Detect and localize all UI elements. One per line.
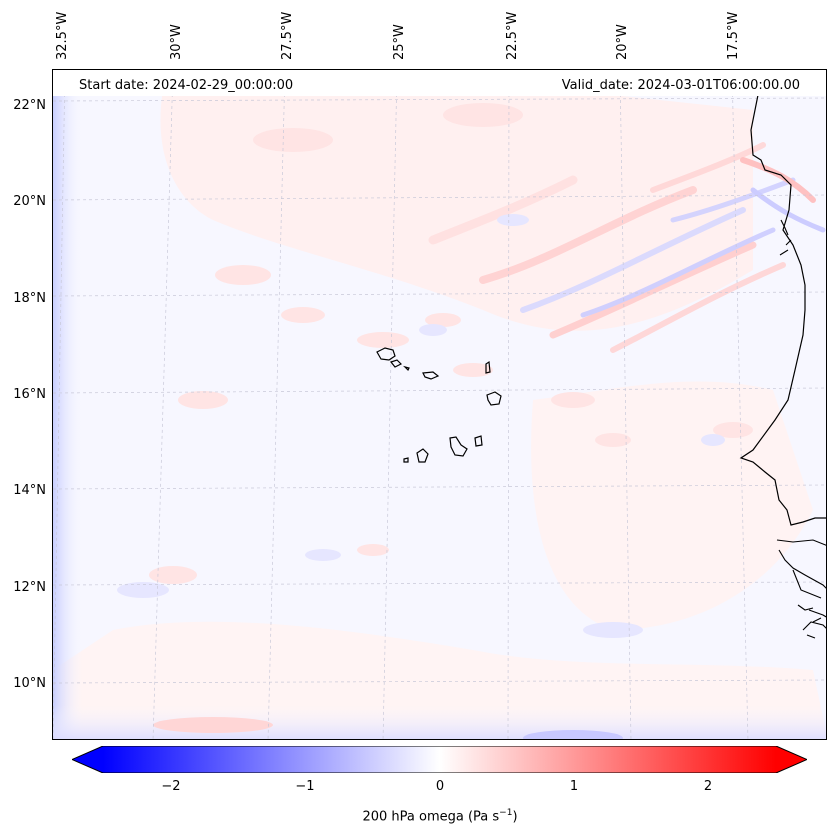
colorbar-label-text: 200 hPa omega (Pa s	[362, 809, 500, 825]
colorbar-label-close: )	[512, 809, 518, 825]
lon-label-22-5w: 22.5°W	[505, 11, 520, 60]
lat-label-12n: 12°N	[13, 580, 46, 595]
colorbar-tick-minus2: −2	[161, 779, 181, 794]
guinea-bissau-coast	[802, 617, 826, 639]
bottom-negative-patch	[523, 730, 623, 739]
cape-verde-islands	[376, 347, 502, 463]
start-date-text: Start date: 2024-02-29_00:00:00	[79, 78, 294, 93]
mauritania-inlets	[779, 219, 792, 256]
lat-label-22n: 22°N	[13, 98, 46, 113]
bottom-positive-patch	[153, 717, 273, 733]
lon-label-25w: 25°W	[392, 24, 407, 60]
colorbar-right-extension	[776, 746, 807, 773]
colorbar-label: 200 hPa omega (Pa s−1)	[362, 808, 517, 824]
negative-blobs	[117, 214, 725, 638]
lon-label-32-5w: 32.5°W	[55, 11, 70, 60]
wave-streaks	[428, 142, 826, 353]
graticule	[53, 70, 826, 739]
lat-label-18n: 18°N	[13, 291, 46, 306]
colorbar-label-exponent: −1	[499, 808, 513, 818]
omega-field-map	[53, 70, 826, 739]
lat-label-14n: 14°N	[13, 483, 46, 498]
senegal-gambia-coast	[776, 539, 826, 618]
colorbar-tick-1: 1	[569, 779, 579, 794]
colorbar-graphic	[70, 745, 809, 777]
lat-label-16n: 16°N	[13, 387, 46, 402]
colorbar-tick-minus1: −1	[295, 779, 315, 794]
colorbar-body	[103, 746, 776, 773]
lat-label-10n: 10°N	[13, 676, 46, 691]
lat-label-20n: 20°N	[13, 194, 46, 209]
colorbar	[70, 745, 809, 777]
positive-blobs	[149, 103, 753, 584]
lon-label-30w: 30°W	[169, 24, 184, 60]
colorbar-tick-2: 2	[703, 779, 713, 794]
lon-label-20w: 20°W	[615, 24, 630, 60]
lon-label-27-5w: 27.5°W	[280, 11, 295, 60]
colorbar-left-extension	[72, 746, 103, 773]
lon-label-17-5w: 17.5°W	[726, 11, 741, 60]
african-coastline	[739, 70, 826, 526]
map-panel[interactable]: Start date: 2024-02-29_00:00:00 Valid_da…	[52, 69, 827, 740]
left-boundary-zone	[53, 70, 83, 739]
valid-date-text: Valid_date: 2024-03-01T06:00:00.00	[561, 78, 800, 93]
colorbar-tick-0: 0	[435, 779, 445, 794]
